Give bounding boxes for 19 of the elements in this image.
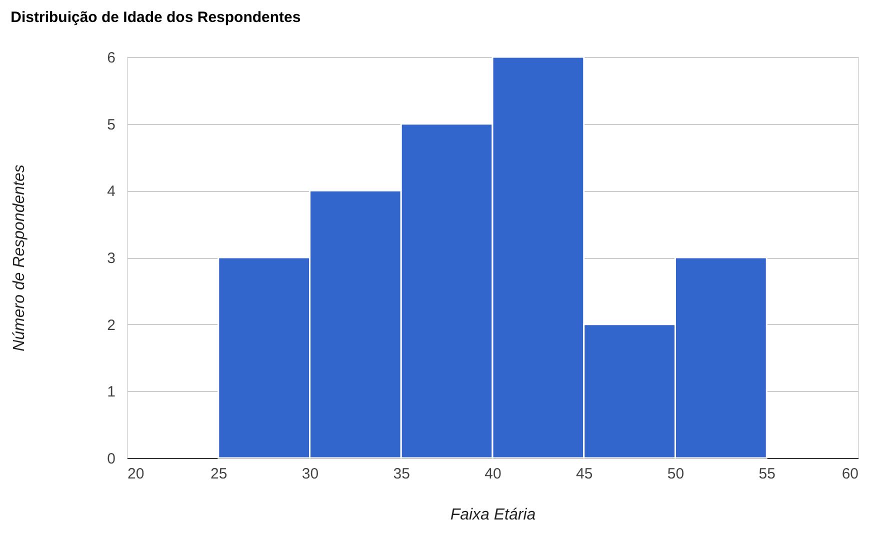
- y-tick-label: 3: [107, 250, 116, 267]
- x-tick-label: 20: [128, 466, 144, 482]
- x-tick-label: 60: [842, 466, 858, 482]
- y-tick-label: 0: [107, 450, 116, 468]
- y-tick-label: 4: [107, 183, 116, 200]
- x-axis-title: Faixa Etária: [450, 506, 536, 524]
- x-tick-label: 40: [484, 466, 502, 482]
- x-tick-label: 55: [758, 466, 776, 482]
- y-tick-label: 1: [107, 384, 116, 401]
- x-tick-label: 50: [667, 466, 684, 482]
- y-axis-title: Número de Respondentes: [11, 164, 28, 352]
- y-tick-label: 5: [107, 116, 116, 134]
- y-tick-label: 2: [107, 316, 116, 334]
- x-tick-label: 35: [393, 466, 410, 482]
- x-tick-label: 30: [302, 466, 319, 482]
- chart-title: Distribuição de Idade dos Respondentes: [10, 9, 301, 26]
- x-tick-label: 25: [210, 466, 228, 482]
- y-tick-label: 6: [107, 50, 116, 66]
- x-tick-label: 45: [576, 466, 593, 482]
